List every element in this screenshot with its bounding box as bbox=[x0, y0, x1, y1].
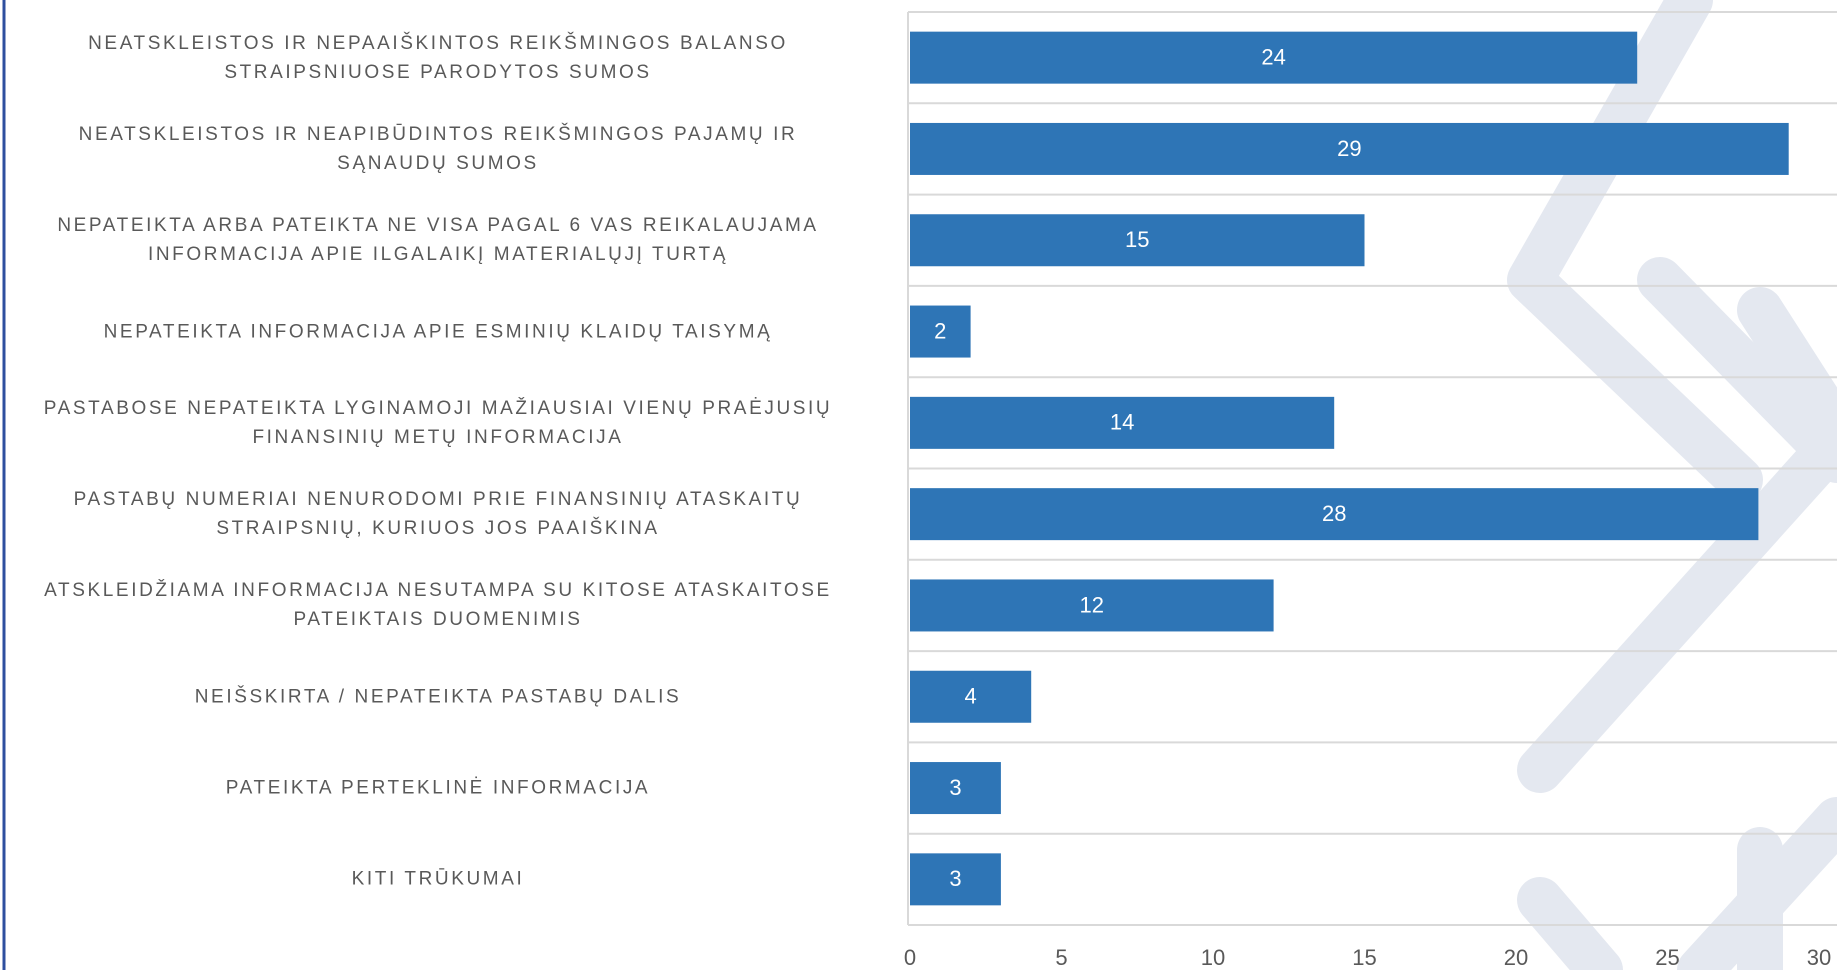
chevron bbox=[1677, 797, 1837, 970]
x-tick-label: 25 bbox=[1655, 945, 1679, 970]
value-label: 14 bbox=[1110, 410, 1134, 435]
x-tick-label: 10 bbox=[1201, 945, 1225, 970]
bar bbox=[910, 579, 1274, 632]
value-label: 4 bbox=[964, 684, 976, 709]
y-tick-label: NEATSKLEISTOS IR NEPAAIŠKINTOS REIKŠMING… bbox=[88, 32, 788, 83]
y-tick-label: PASTABOSE NEPATEIKTA LYGINAMOJI MAŽIAUSI… bbox=[43, 397, 833, 448]
bar bbox=[910, 762, 1001, 815]
y-tick-label: NEPATEIKTA INFORMACIJA APIE ESMINIŲ KLAI… bbox=[103, 321, 773, 343]
background-decoration bbox=[1507, 0, 1837, 970]
x-tick-label: 15 bbox=[1352, 945, 1376, 970]
y-tick-label: NEATSKLEISTOS IR NEAPIBŪDINTOS REIKŠMING… bbox=[78, 123, 798, 174]
chevron bbox=[1517, 877, 1623, 970]
y-tick-label: NEPATEIKTA ARBA PATEIKTA NE VISA PAGAL 6… bbox=[57, 215, 819, 266]
y-tick-label: NEIŠSKIRTA / NEPATEIKTA PASTABŲ DALIS bbox=[194, 686, 682, 708]
chevron bbox=[1637, 257, 1837, 483]
value-label: 28 bbox=[1322, 501, 1346, 526]
bar bbox=[910, 396, 1335, 449]
chevron bbox=[1517, 417, 1837, 793]
x-tick-label: 20 bbox=[1504, 945, 1528, 970]
bar bbox=[910, 670, 1032, 723]
bar bbox=[910, 853, 1001, 906]
value-label: 3 bbox=[949, 866, 961, 891]
y-tick-label: PASTABŲ NUMERIAI NENURODOMI PRIE FINANSI… bbox=[73, 489, 803, 540]
bar bbox=[910, 122, 1789, 175]
x-tick-label: 5 bbox=[1055, 945, 1067, 970]
y-tick-label: PATEIKTA PERTEKLINĖ INFORMACIJA bbox=[225, 777, 651, 799]
y-tick-label: KITI TRŪKUMAI bbox=[351, 868, 525, 890]
value-label: 29 bbox=[1337, 136, 1361, 161]
bar bbox=[910, 214, 1365, 267]
x-tick-label: 30 bbox=[1807, 945, 1831, 970]
x-tick-label: 0 bbox=[904, 945, 916, 970]
value-label: 12 bbox=[1080, 592, 1104, 617]
value-label: 3 bbox=[949, 775, 961, 800]
chevron bbox=[1737, 287, 1837, 453]
bar bbox=[910, 488, 1759, 541]
bar bbox=[910, 305, 971, 358]
chevron bbox=[1507, 0, 1763, 503]
value-label: 24 bbox=[1261, 44, 1285, 69]
value-label: 2 bbox=[934, 318, 946, 343]
value-label: 15 bbox=[1125, 227, 1149, 252]
y-tick-label: ATSKLEIDŽIAMA INFORMACIJA NESUTAMPA SU K… bbox=[44, 580, 832, 631]
bar bbox=[910, 31, 1638, 84]
